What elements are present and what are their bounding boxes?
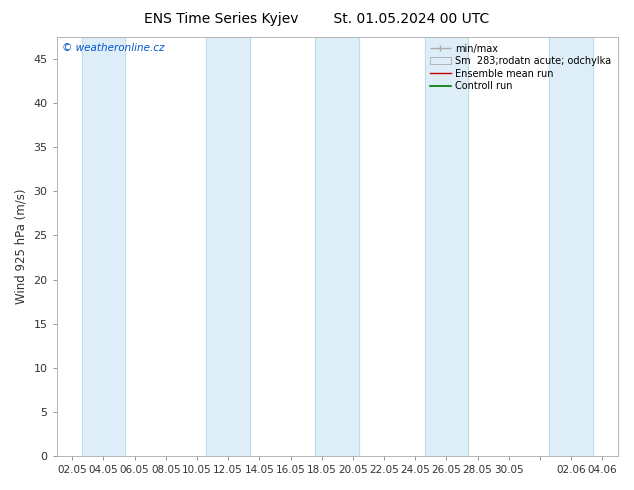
Y-axis label: Wind 925 hPa (m/s): Wind 925 hPa (m/s) bbox=[15, 189, 28, 304]
Text: ENS Time Series Kyjev        St. 01.05.2024 00 UTC: ENS Time Series Kyjev St. 01.05.2024 00 … bbox=[145, 12, 489, 26]
Bar bbox=[316, 37, 359, 456]
Bar bbox=[206, 37, 250, 456]
Text: © weatheronline.cz: © weatheronline.cz bbox=[62, 43, 165, 53]
Legend: min/max, Sm  283;rodatn acute; odchylka, Ensemble mean run, Controll run: min/max, Sm 283;rodatn acute; odchylka, … bbox=[428, 42, 613, 93]
Bar bbox=[425, 37, 468, 456]
Bar bbox=[82, 37, 126, 456]
Bar bbox=[549, 37, 593, 456]
